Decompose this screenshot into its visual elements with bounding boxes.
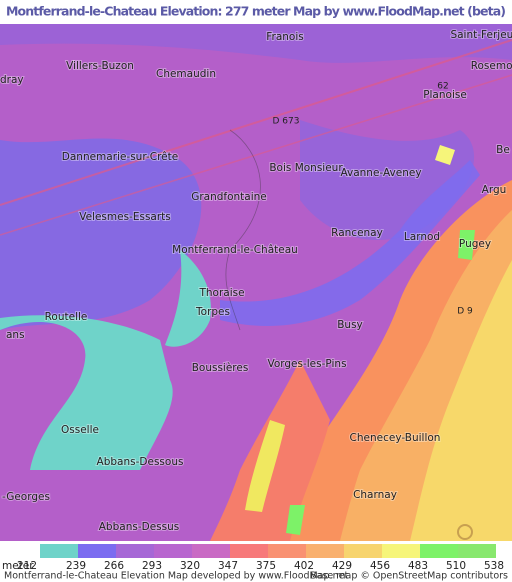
legend-tick-label: 456 [370,560,390,572]
legend-swatch [154,544,192,558]
place-label: Chemaudin [156,68,216,80]
legend-tick-label: 429 [332,560,352,572]
place-label: Planoise [423,89,467,101]
footer-credit: Montferrand-le-Chateau Elevation Map dev… [4,571,348,582]
place-label: ans [6,329,25,341]
place-label: Dannemarie-sur-Crête [62,151,178,163]
legend-swatch [40,544,78,558]
place-label: Be [496,144,510,156]
place-label: Montferrand-le-Château [172,244,298,256]
legend-tick-label: 347 [218,560,238,572]
legend-unit: meter [2,560,34,572]
place-label: Larnod [404,231,440,243]
place-label: Bois Monsieur [269,162,343,174]
legend-swatch [306,544,344,558]
place-label: dray [0,74,24,86]
legend-swatch [268,544,306,558]
legend-tick-label: 402 [294,560,314,572]
place-label: Saint-Ferjeux [450,29,512,41]
footer-attribution: Base map © OpenStreetMap contributors [310,571,508,582]
legend-swatch [420,544,458,558]
place-label: Pugey [459,238,491,250]
legend-tick-label: 375 [256,560,276,572]
legend-swatch [78,544,116,558]
place-label: D 673 [273,117,300,127]
place-label: Rosemont [471,60,512,72]
place-label: Avanne-Aveney [340,167,421,179]
legend-swatch [230,544,268,558]
place-label: Argu [482,184,507,196]
place-label: Chenecey-Buillon [350,432,441,444]
place-label: Routelle [45,311,88,323]
place-label: Osselle [61,424,99,436]
place-label: Villers-Buzon [66,60,134,72]
place-label: Thoraise [198,287,244,299]
legend-swatch [458,544,496,558]
place-label: Vorges-les-Pins [267,358,346,370]
legend-swatch [344,544,382,558]
legend-swatch [116,544,154,558]
legend-swatch [192,544,230,558]
place-label: D 9 [457,307,473,317]
legend-swatch [382,544,420,558]
place-label: 62 [437,82,448,92]
place-label: Rancenay [331,227,383,239]
place-label: Torpes [195,306,230,318]
place-label: -Georges [2,491,50,503]
legend-tick-label: 538 [484,560,504,572]
place-label: Abbans-Dessous [97,456,184,468]
title: Montferrand-le-Chateau Elevation: 277 me… [6,4,506,19]
legend-tick-label: 266 [104,560,124,572]
elevation-map [0,24,512,541]
legend-tick-label: 239 [66,560,86,572]
legend-tick-label: 483 [408,560,428,572]
place-label: Abbans-Dessus [99,521,179,533]
place-label: Charnay [353,489,397,501]
legend-tick-label: 293 [142,560,162,572]
place-label: Boussières [192,362,249,374]
place-label: Busy [337,319,363,331]
place-label: Grandfontaine [191,191,267,203]
legend-tick-label: 510 [446,560,466,572]
place-label: Franois [266,31,304,43]
legend-tick-label: 320 [180,560,200,572]
legend-tick-label: 212 [17,560,37,572]
place-label: Velesmes-Essarts [79,211,171,223]
